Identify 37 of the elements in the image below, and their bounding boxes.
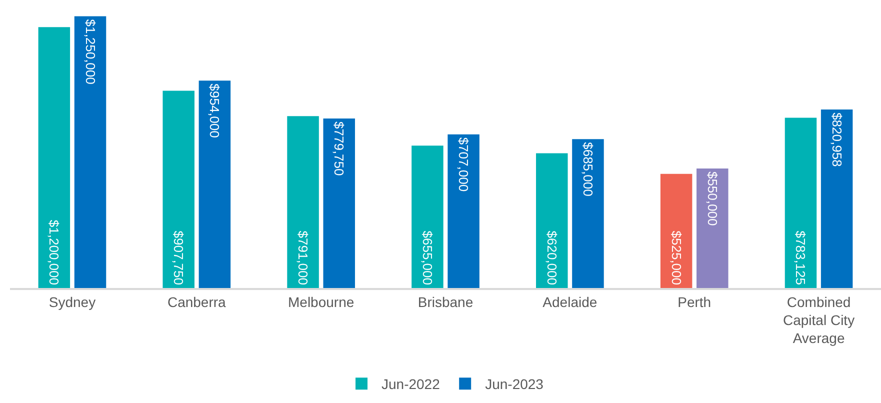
bar [696, 168, 728, 288]
data-label: $791,000 [296, 230, 311, 285]
data-label: $954,000 [207, 84, 222, 138]
x-tick-label: Perth [678, 294, 712, 310]
data-label: $655,000 [420, 230, 435, 285]
data-label: $907,750 [171, 230, 186, 285]
bar [323, 118, 355, 288]
data-label: $783,125 [793, 230, 808, 285]
x-tick-label: Adelaide [542, 294, 598, 310]
bar [74, 16, 106, 288]
bar [412, 146, 444, 288]
data-label: $820,958 [829, 112, 844, 167]
bar [660, 174, 692, 288]
bar [287, 116, 319, 288]
data-label: $525,000 [668, 230, 684, 285]
legend-label: Jun-2022 [382, 376, 440, 392]
bar [784, 118, 817, 288]
data-label: $620,000 [544, 230, 560, 285]
bar [198, 80, 231, 288]
data-label: $1,200,000 [46, 220, 62, 285]
x-tick-label: Brisbane [418, 294, 474, 310]
bar [38, 27, 70, 288]
bar [448, 134, 480, 288]
data-label: $685,000 [580, 142, 596, 196]
data-label: $1,250,000 [82, 19, 98, 84]
data-label: $779,750 [332, 122, 347, 176]
bar [572, 139, 604, 288]
x-tick-label: Melbourne [288, 294, 354, 310]
bar [820, 110, 853, 288]
data-label: $707,000 [456, 137, 472, 192]
bar [536, 153, 568, 288]
legend-label: Jun-2023 [485, 376, 544, 392]
x-tick-label: Canberra [167, 294, 226, 310]
x-tick-label: Combined Capital City Average [782, 294, 855, 346]
data-label: $550,000 [704, 171, 720, 226]
x-tick-label: Sydney [48, 294, 96, 310]
bar [162, 90, 194, 288]
